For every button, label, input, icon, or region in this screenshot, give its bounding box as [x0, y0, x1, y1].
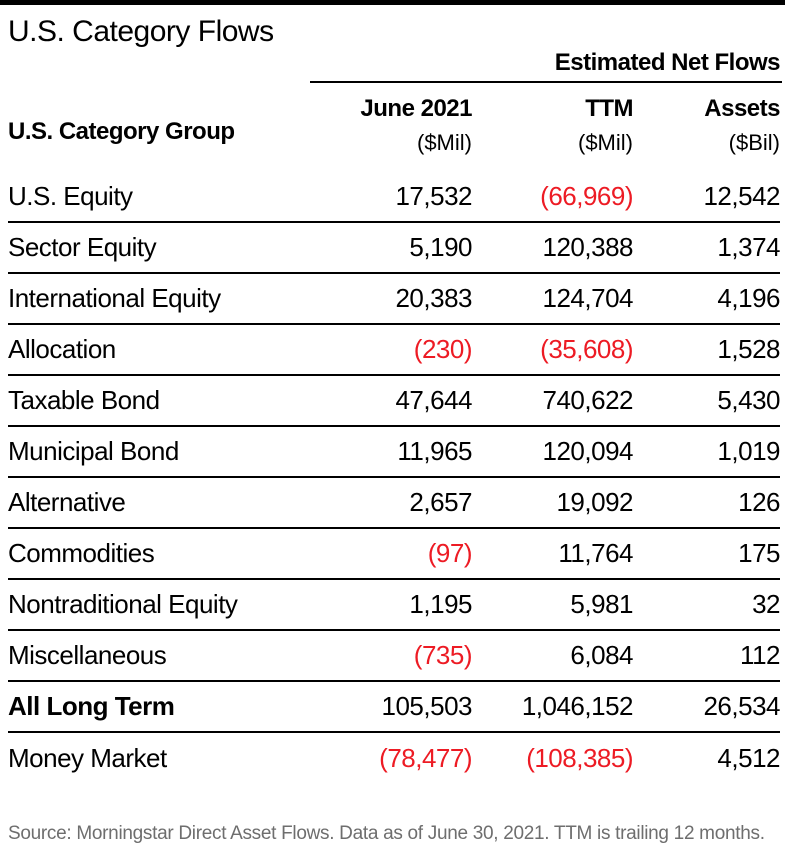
table-header: U.S. Category Flows Estimated Net Flows …	[0, 5, 785, 172]
row-ttm-value: 19,092	[556, 487, 633, 517]
row-june-2021-value: (97)	[427, 538, 473, 568]
row-assets-value: 4,512	[717, 743, 780, 773]
column-header-june-2021: June 2021 ($Mil)	[302, 95, 472, 155]
row-assets-value: 1,528	[717, 334, 780, 364]
row-label: Municipal Bond	[8, 436, 179, 466]
row-june-2021-value: 17,532	[395, 181, 472, 211]
row-label: Allocation	[8, 334, 116, 364]
table-row: Alternative 2,657 19,092 126	[8, 478, 781, 529]
column-header-ttm-label: TTM	[585, 95, 633, 122]
row-ttm-value: (66,969)	[540, 181, 633, 211]
row-june-2021-value: 5,190	[409, 232, 472, 262]
row-ttm-value: (108,385)	[526, 743, 633, 773]
table-row: Sector Equity 5,190 120,388 1,374	[8, 223, 781, 274]
table-row: Municipal Bond 11,965 120,094 1,019	[8, 427, 781, 478]
row-ttm-value: 5,981	[570, 589, 633, 619]
row-june-2021-value: 105,503	[381, 691, 473, 721]
row-ttm-value: 1,046,152	[521, 691, 634, 721]
row-label: U.S. Equity	[8, 181, 133, 211]
row-june-2021-value: (735)	[413, 640, 473, 670]
source-note: Source: Morningstar Direct Asset Flows. …	[8, 823, 765, 844]
row-assets-value: 1,374	[717, 232, 780, 262]
column-header-assets: Assets ($Bil)	[633, 95, 780, 155]
row-june-2021-value: (230)	[413, 334, 473, 364]
row-june-2021-value: 1,195	[409, 589, 472, 619]
row-ttm-value: (35,608)	[540, 334, 633, 364]
row-june-2021-value: 20,383	[395, 283, 472, 313]
row-label: Money Market	[8, 743, 167, 773]
table-body: U.S. Equity 17,532 (66,969) 12,542 Secto…	[8, 172, 781, 784]
row-ttm-value: 11,764	[558, 538, 633, 568]
row-june-2021-value: 47,644	[395, 385, 472, 415]
table-row: Money Market (78,477) (108,385) 4,512	[8, 733, 781, 784]
table-row: Commodities (97) 11,764 175	[8, 529, 781, 580]
table-row: Allocation (230) (35,608) 1,528	[8, 325, 781, 376]
row-assets-value: 1,019	[717, 436, 780, 466]
row-june-2021-value: 11,965	[397, 436, 472, 466]
column-header-assets-unit: ($Bil)	[728, 130, 780, 155]
row-june-2021-value: 2,657	[409, 487, 472, 517]
row-assets-value: 26,534	[703, 691, 780, 721]
row-label: All Long Term	[8, 691, 175, 721]
page-title: U.S. Category Flows	[8, 15, 274, 48]
column-header-june-2021-label: June 2021	[360, 95, 472, 122]
estimated-net-flows-header: Estimated Net Flows	[554, 49, 781, 76]
row-june-2021-value: (78,477)	[379, 743, 472, 773]
row-label: Miscellaneous	[8, 640, 167, 670]
column-header-assets-label: Assets	[704, 95, 780, 122]
group-header-rule	[310, 81, 782, 83]
row-ttm-value: 740,622	[542, 385, 634, 415]
row-label: Taxable Bond	[8, 385, 160, 415]
column-header-row: U.S. Category Group June 2021 ($Mil) TTM…	[8, 95, 781, 155]
row-assets-value: 32	[752, 589, 780, 619]
top-accent-bar	[0, 0, 785, 5]
table-row: Miscellaneous (735) 6,084 112	[8, 631, 781, 682]
row-assets-value: 5,430	[717, 385, 780, 415]
column-header-june-2021-unit: ($Mil)	[417, 130, 472, 155]
row-label: International Equity	[8, 283, 221, 313]
row-label: Commodities	[8, 538, 155, 568]
row-assets-value: 126	[738, 487, 780, 517]
column-header-category-group: U.S. Category Group	[8, 118, 235, 145]
row-label: Alternative	[8, 487, 126, 517]
table-row: Taxable Bond 47,644 740,622 5,430	[8, 376, 781, 427]
row-ttm-value: 124,704	[542, 283, 634, 313]
row-ttm-value: 120,388	[542, 232, 634, 262]
table-row: U.S. Equity 17,532 (66,969) 12,542	[8, 172, 781, 223]
table-row: International Equity 20,383 124,704 4,19…	[8, 274, 781, 325]
row-assets-value: 4,196	[717, 283, 780, 313]
row-assets-value: 12,542	[703, 181, 780, 211]
column-header-ttm: TTM ($Mil)	[472, 95, 634, 155]
row-assets-value: 112	[740, 640, 780, 670]
column-header-ttm-unit: ($Mil)	[578, 130, 633, 155]
row-assets-value: 175	[738, 538, 780, 568]
row-label: Sector Equity	[8, 232, 157, 262]
row-label: Nontraditional Equity	[8, 589, 238, 619]
row-ttm-value: 6,084	[570, 640, 633, 670]
row-ttm-value: 120,094	[542, 436, 634, 466]
table-row: All Long Term 105,503 1,046,152 26,534	[8, 682, 781, 733]
table-row: Nontraditional Equity 1,195 5,981 32	[8, 580, 781, 631]
